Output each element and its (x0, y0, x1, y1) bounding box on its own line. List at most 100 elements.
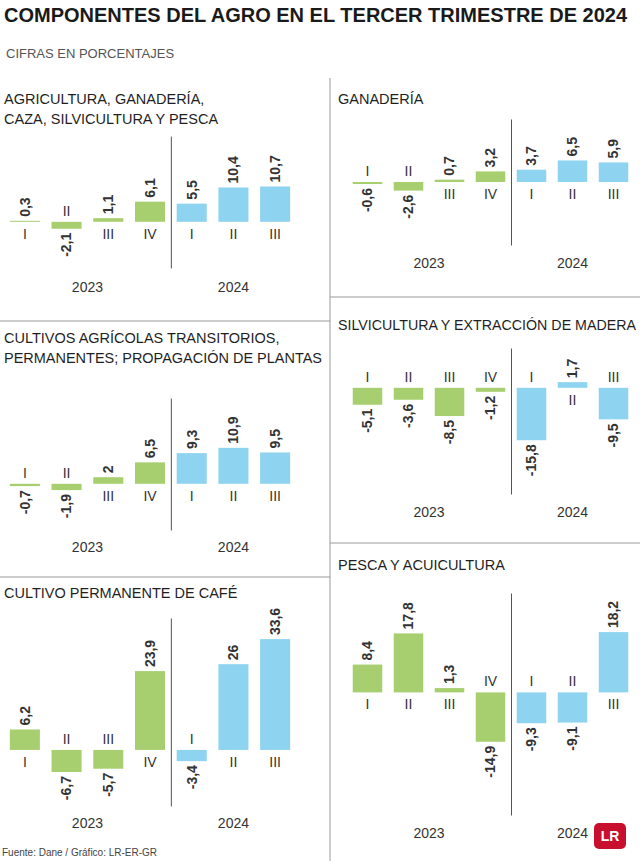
panel-divider (0, 321, 330, 322)
bar (260, 452, 290, 483)
logo-badge (594, 823, 626, 849)
data-label: 3,7 (523, 146, 539, 166)
category-label: III (444, 186, 456, 202)
bars (10, 639, 290, 772)
category-label: I (530, 369, 534, 385)
bar (558, 382, 588, 388)
category-label: IV (484, 186, 498, 202)
bar (218, 187, 248, 221)
panel-divider (330, 543, 640, 544)
category-label: I (190, 731, 194, 747)
bar (599, 388, 629, 420)
panel: GANADERÍA-0,6-2,60,73,220233,76,55,92024… (338, 91, 628, 271)
data-label: -9,1 (564, 726, 580, 750)
data-label: 23,9 (142, 640, 158, 667)
category-label: I (530, 186, 534, 202)
y-axis-line (171, 137, 172, 269)
labels: -0,7-1,926,520239,310,99,52024IIIIIIIVII… (17, 416, 283, 555)
group-label: 2023 (72, 539, 103, 555)
bar (435, 688, 465, 692)
y-axis (171, 137, 172, 269)
page-subtitle: CIFRAS EN PORCENTAJES (6, 46, 174, 61)
data-label: -8,5 (441, 420, 457, 444)
panel: SILVICULTURA Y EXTRACCIÓN DE MADERA -5,1 -… (338, 317, 636, 520)
group-label: 2024 (218, 279, 249, 295)
category-label: IV (143, 754, 157, 770)
panel-title: CAZA, SILVICULTURA Y PESCA (4, 111, 218, 127)
panel-title: CULTIVO PERMANENTE DE CAFÉ (4, 585, 238, 601)
y-axis (171, 619, 172, 807)
logo: LR (601, 828, 620, 844)
bar (135, 671, 165, 750)
data-label: 5,9 (605, 139, 621, 159)
category-label: III (102, 488, 114, 504)
category-label: I (23, 226, 27, 242)
data-label: 1,1 (100, 194, 116, 214)
y-axis (511, 349, 512, 495)
bar (10, 220, 40, 222)
data-label: 10,4 (225, 156, 241, 183)
panel-divider (330, 297, 640, 298)
panel-title: SILVICULTURA Y EXTRACCIÓN DE MADERA (338, 317, 636, 333)
labels: -5,1-3,6-8,5-1,22023-15,81,7-9,52024IIII… (359, 359, 621, 520)
data-label: 6,1 (142, 178, 158, 198)
bar (435, 388, 465, 416)
data-label: 17,8 (400, 602, 416, 629)
category-label: I (23, 754, 27, 770)
bar (218, 448, 248, 484)
panel: AGRICULTURA, GANADERÍA,CAZA, SILVICULTUR… (4, 91, 290, 295)
bar (135, 462, 165, 483)
bar (353, 665, 383, 693)
bar (177, 204, 207, 222)
data-label: -5,1 (359, 409, 375, 433)
category-label: I (190, 226, 194, 242)
data-label: -0,6 (359, 188, 375, 212)
bar (476, 171, 506, 182)
bars (353, 632, 629, 742)
bar (558, 692, 588, 722)
bar (517, 388, 547, 440)
data-label: 10,9 (225, 416, 241, 443)
category-label: III (269, 488, 281, 504)
labels: 6,2-6,7-5,723,92023-3,42633,62024IIIIIII… (17, 608, 283, 831)
bar (10, 729, 40, 749)
data-label: -14,9 (482, 746, 498, 778)
y-axis (171, 399, 172, 531)
bar (93, 750, 123, 769)
category-label: II (230, 226, 238, 242)
bar (394, 182, 424, 191)
data-label: 9,5 (267, 429, 283, 449)
bar (517, 170, 547, 182)
panel-divider (0, 577, 330, 578)
y-axis-line (171, 619, 172, 807)
data-label: 3,2 (482, 148, 498, 168)
data-label: -3,6 (400, 404, 416, 428)
labels: -0,6-2,60,73,220233,76,55,92024IIIIIIIVI… (359, 137, 621, 271)
data-label: 6,5 (564, 137, 580, 157)
labels: 8,417,81,3-14,92023-9,3-9,118,22024IIIII… (359, 601, 621, 841)
category-label: II (63, 203, 71, 219)
group-label: 2024 (218, 815, 249, 831)
panel-title: CULTIVOS AGRÍCOLAS TRANSITORIOS, (4, 330, 280, 346)
y-axis-line (511, 120, 512, 246)
category-label: III (102, 226, 114, 242)
bar (476, 692, 506, 741)
y-axis-line (511, 594, 512, 816)
bar (93, 218, 123, 222)
category-label: IV (143, 226, 157, 242)
bar (558, 160, 588, 182)
y-axis-line (511, 349, 512, 495)
bar (353, 182, 383, 184)
bar (177, 453, 207, 484)
data-label: 33,6 (267, 608, 283, 635)
group-label: 2024 (218, 539, 249, 555)
category-label: II (405, 163, 413, 179)
panel-title: GANADERÍA (338, 91, 424, 107)
data-label: -2,1 (58, 233, 74, 257)
data-label: -9,3 (523, 727, 539, 751)
bar (260, 639, 290, 750)
group-label: 2024 (557, 255, 588, 271)
group-label: 2023 (413, 825, 444, 841)
data-label: -5,7 (100, 773, 116, 797)
bar (435, 180, 465, 182)
